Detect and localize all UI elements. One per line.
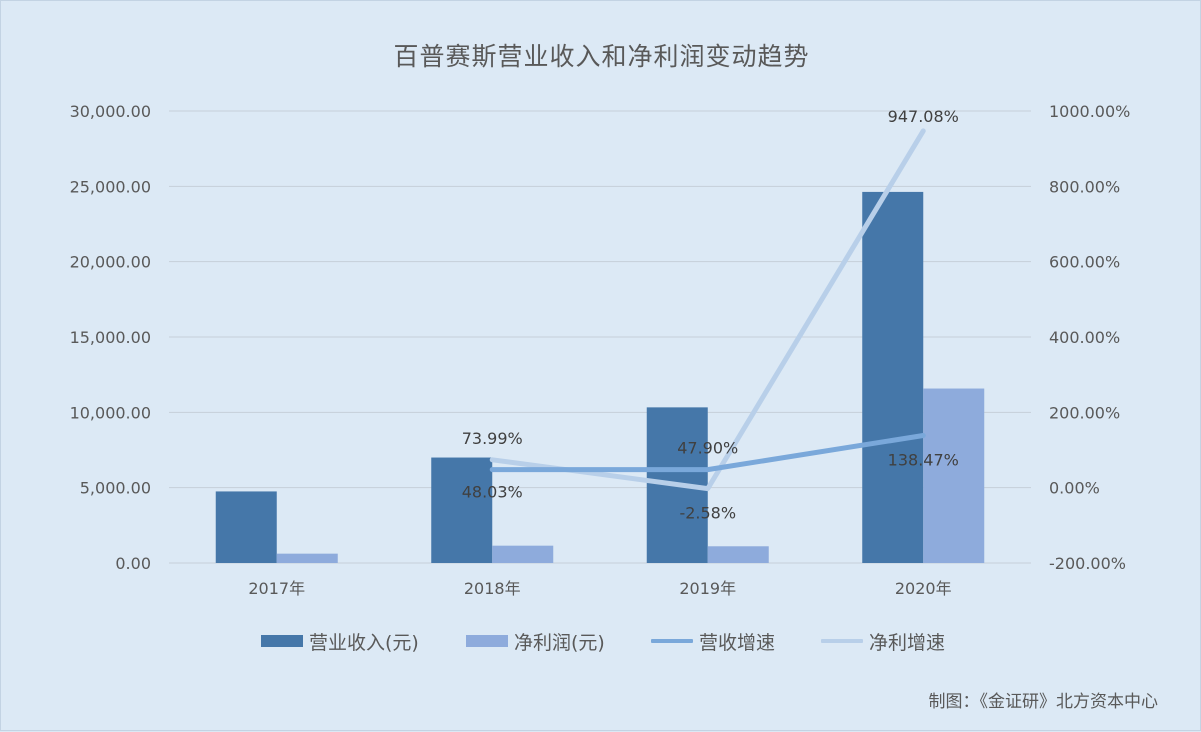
legend-swatch-profit <box>466 635 508 647</box>
profit-growth-label: 73.99% <box>462 429 523 448</box>
profit-bar <box>923 389 984 563</box>
revenue-growth-label: 48.03% <box>462 483 523 502</box>
source-note: 制图：《金证研》北方资本中心 <box>929 687 1159 712</box>
legend-item-profit: 净利润(元) <box>466 627 605 655</box>
revenue-growth-label: 47.90% <box>677 439 738 458</box>
right-axis-tick-label: 0.00% <box>1049 479 1100 498</box>
left-axis-tick-label: 0.00 <box>115 554 151 573</box>
right-axis-tick-label: 200.00% <box>1049 403 1120 422</box>
category-label: 2019年 <box>679 579 736 598</box>
left-axis-tick-label: 30,000.00 <box>70 102 151 121</box>
legend-swatch-revenue <box>261 635 303 647</box>
legend-label-profit: 净利润(元) <box>514 628 605 655</box>
chart-legend: 营业收入(元) 净利润(元) 营收增速 净利增速 <box>1 627 1201 655</box>
category-label: 2018年 <box>464 579 521 598</box>
left-axis-tick-label: 5,000.00 <box>80 479 151 498</box>
revenue-bar <box>862 192 923 563</box>
left-axis-tick-label: 25,000.00 <box>70 177 151 196</box>
category-label: 2020年 <box>895 579 952 598</box>
left-axis-tick-label: 10,000.00 <box>70 403 151 422</box>
right-axis-tick-label: 600.00% <box>1049 253 1120 272</box>
left-axis-tick-label: 20,000.00 <box>70 253 151 272</box>
right-axis-tick-label: 1000.00% <box>1049 102 1130 121</box>
legend-label-profit-growth: 净利增速 <box>869 628 945 655</box>
profit-bar <box>277 554 338 563</box>
revenue-growth-label: 138.47% <box>888 451 959 470</box>
legend-item-revenue: 营业收入(元) <box>261 627 419 655</box>
profit-growth-label: 947.08% <box>888 107 959 126</box>
profit-growth-label: -2.58% <box>679 504 736 523</box>
bar-series <box>216 192 985 563</box>
legend-swatch-revenue-growth <box>651 639 693 643</box>
right-axis-tick-label: 400.00% <box>1049 328 1120 347</box>
left-axis-labels: 0.00 5,000.00 10,000.00 15,000.00 20,000.00 2… <box>70 102 151 573</box>
left-axis-tick-label: 15,000.00 <box>70 328 151 347</box>
revenue-bar <box>216 491 277 563</box>
legend-label-revenue: 营业收入(元) <box>309 628 419 655</box>
right-axis-labels: -200.00% 0.00% 200.00% 400.00% 600.00% 800.00… <box>1049 102 1130 573</box>
category-label: 2017年 <box>248 579 305 598</box>
legend-item-revenue-growth: 营收增速 <box>651 627 775 655</box>
profit-bar <box>492 546 553 563</box>
right-axis-tick-label: -200.00% <box>1049 554 1126 573</box>
right-axis-tick-label: 800.00% <box>1049 177 1120 196</box>
legend-item-profit-growth: 净利增速 <box>821 627 945 655</box>
revenue-bar <box>431 458 492 563</box>
legend-label-revenue-growth: 营收增速 <box>699 628 775 655</box>
category-axis-labels: 2017年 2018年 2019年 2020年 <box>248 579 951 598</box>
profit-bar <box>708 546 769 563</box>
legend-swatch-profit-growth <box>821 639 863 643</box>
